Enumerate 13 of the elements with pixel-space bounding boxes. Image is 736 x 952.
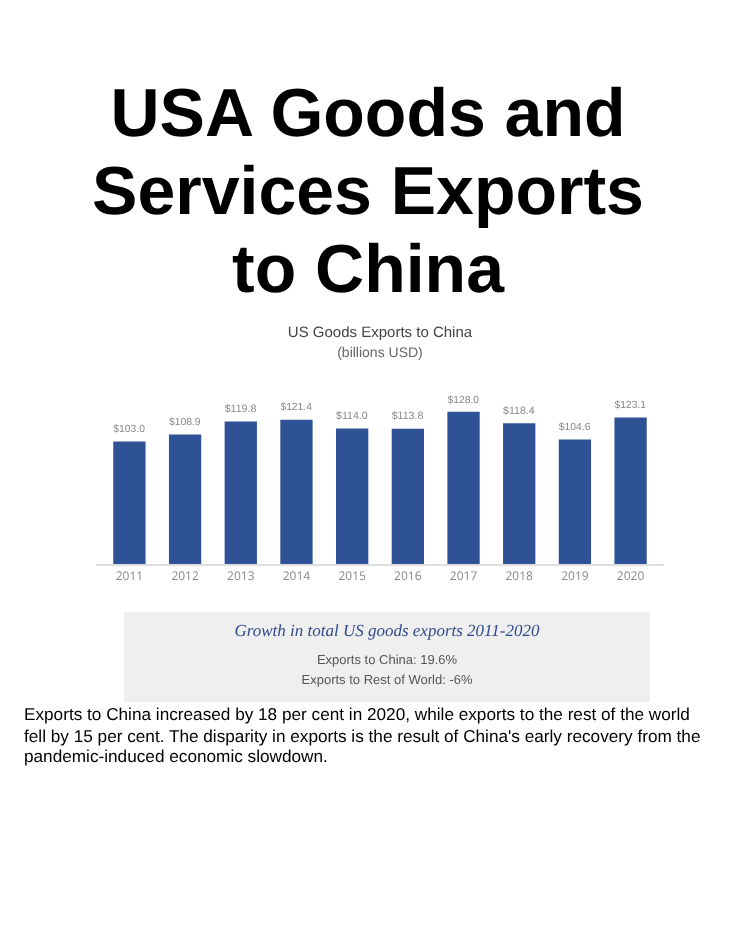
chart-title: USA Goods and Services Exports to China bbox=[90, 76, 646, 310]
bar bbox=[336, 428, 369, 564]
bar bbox=[614, 417, 647, 564]
bar bbox=[447, 411, 480, 564]
bar bbox=[113, 441, 146, 564]
bar bbox=[168, 434, 202, 564]
bar bbox=[224, 421, 257, 564]
bar bbox=[280, 419, 313, 564]
text: Growth in total US goods exports 2011-2020 bbox=[232, 620, 542, 640]
bar bbox=[558, 439, 592, 564]
bar bbox=[503, 423, 536, 564]
bar bbox=[391, 428, 424, 564]
text: Exports to China increased by 18 per cent in 2020, while exports to the rest of the world fell by 15 per cent. The disparity in exports is the result of China's early recovery from the pandemic-induced economic slowdown. bbox=[24, 704, 703, 767]
